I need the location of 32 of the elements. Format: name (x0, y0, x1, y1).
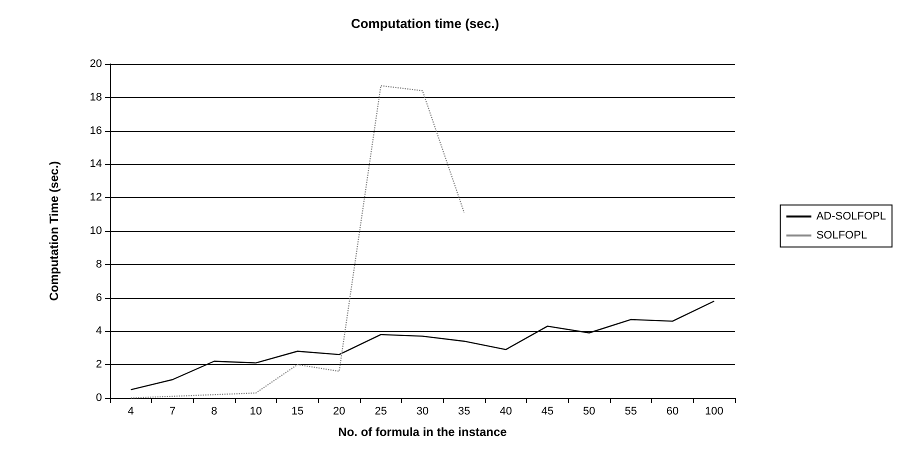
legend-label: AD-SOLFOPL (816, 210, 886, 222)
x-tick-label: 40 (500, 406, 512, 418)
x-tick-label: 15 (291, 406, 304, 418)
y-tick-label: 4 (96, 325, 102, 338)
y-tick-label: 2 (96, 358, 102, 371)
x-tick-label: 7 (169, 406, 176, 418)
y-tick-label: 10 (90, 225, 102, 237)
line-series (130, 85, 465, 399)
x-tick-label: 55 (624, 406, 637, 418)
x-tick-label: 100 (704, 406, 724, 418)
chart-title: Computation time (sec.) (350, 16, 500, 31)
y-tick-label: 18 (90, 91, 102, 104)
y-tick-label: 0 (96, 392, 102, 404)
y-tick-label: 6 (96, 292, 102, 304)
x-axis-title: No. of formula in the instance (338, 425, 508, 439)
y-tick-label: 8 (96, 258, 102, 270)
x-tick-label: 10 (250, 406, 262, 418)
x-tick-label: 25 (374, 406, 387, 418)
x-tick-label: 60 (666, 406, 679, 418)
y-tick-label: 12 (90, 192, 102, 204)
y-tick-label: 16 (90, 124, 102, 137)
x-tick-label: 30 (416, 406, 429, 418)
x-tick-label: 20 (333, 406, 346, 418)
x-tick-label: 8 (211, 406, 218, 418)
y-axis-title: Computation Time (sec.) (47, 161, 61, 301)
x-tick-label: 35 (458, 406, 470, 418)
y-tick-label: 14 (90, 158, 102, 170)
legend-label: SOLFOPL (816, 230, 868, 242)
x-tick-label: 45 (541, 406, 554, 418)
x-tick-label: 4 (128, 406, 134, 418)
y-tick-label: 20 (90, 58, 102, 70)
x-tick-label: 50 (583, 406, 596, 418)
